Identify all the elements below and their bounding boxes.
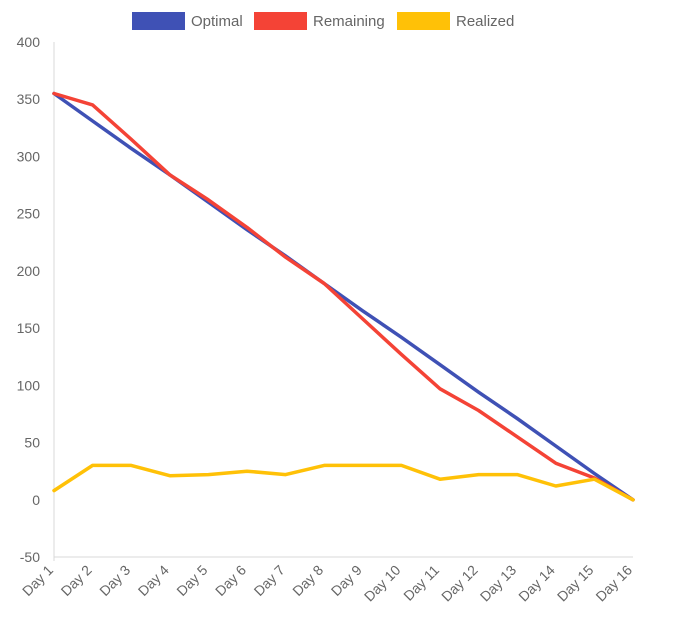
x-tick-label: Day 10 [361, 562, 404, 605]
y-axis-ticks: -50 0 50 100 150 200 250 300 350 400 [17, 34, 41, 565]
x-tick-label: Day 12 [438, 562, 481, 605]
legend-item-realized[interactable]: Realized [397, 12, 514, 30]
x-tick-label: Day 9 [328, 562, 365, 599]
x-tick-label: Day 7 [251, 562, 288, 599]
legend-swatch [132, 12, 185, 30]
x-tick-label: Day 15 [554, 562, 597, 605]
y-tick-label: 150 [17, 320, 41, 336]
y-tick-label: 0 [32, 492, 40, 508]
series-line-realized [52, 463, 635, 502]
chart-axes [53, 42, 633, 561]
legend-swatch [397, 12, 450, 30]
x-tick-label: Day 2 [58, 562, 95, 599]
legend-label: Remaining [313, 13, 385, 30]
y-tick-label: -50 [20, 549, 40, 565]
y-tick-label: 200 [17, 263, 41, 279]
x-tick-label: Day 8 [289, 562, 326, 599]
x-tick-label: Day 11 [400, 562, 442, 604]
x-tick-label: Day 1 [19, 562, 56, 599]
x-tick-label: Day 4 [135, 562, 172, 599]
x-axis-ticks: Day 1 Day 2 Day 3 Day 4 Day 5 Day 6 Day 7 Day 8… [19, 562, 635, 605]
series-line-optimal [52, 91, 635, 502]
legend-swatch [254, 12, 307, 30]
series-line-remaining [52, 91, 635, 502]
legend-item-optimal[interactable]: Optimal [132, 12, 243, 30]
x-tick-label: Day 6 [212, 562, 249, 599]
y-tick-label: 50 [24, 435, 40, 451]
x-tick-label: Day 3 [96, 562, 133, 599]
y-tick-label: 350 [17, 91, 41, 107]
chart-series [52, 91, 635, 502]
chart-legend: Optimal Remaining Realized [132, 12, 514, 30]
x-tick-label: Day 13 [477, 562, 520, 605]
legend-label: Optimal [191, 13, 243, 30]
y-tick-label: 250 [17, 206, 41, 222]
legend-item-remaining[interactable]: Remaining [254, 12, 385, 30]
y-tick-label: 300 [17, 148, 41, 164]
x-tick-label: Day 5 [173, 562, 210, 599]
y-tick-label: 100 [17, 377, 41, 393]
x-tick-label: Day 14 [515, 562, 558, 605]
y-tick-label: 400 [17, 34, 41, 50]
x-tick-label: Day 16 [592, 562, 635, 605]
legend-label: Realized [456, 13, 514, 30]
